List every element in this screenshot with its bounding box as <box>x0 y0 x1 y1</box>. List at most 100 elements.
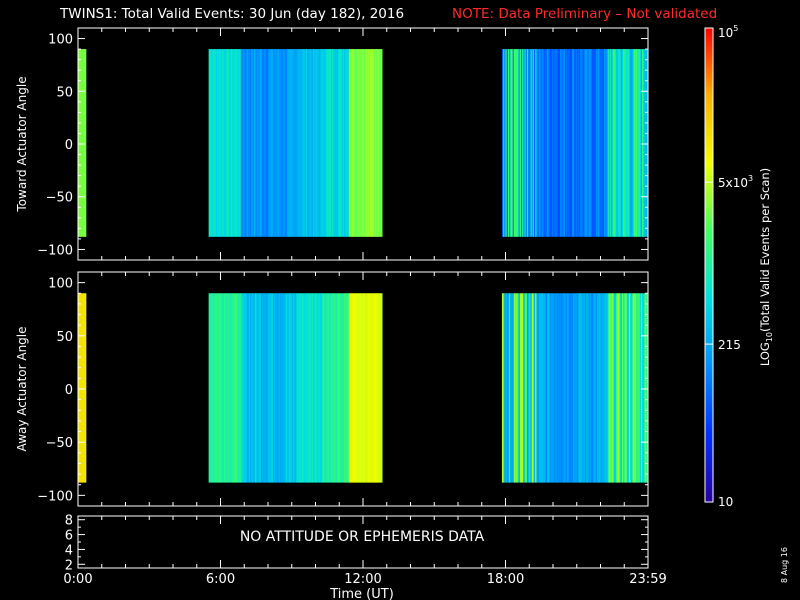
heatmap-column <box>342 293 345 483</box>
heatmap-column <box>620 293 623 483</box>
heatmap-column <box>345 49 347 237</box>
heatmap-column <box>339 49 341 237</box>
heatmap-column <box>326 49 328 237</box>
heatmap-column <box>226 293 229 483</box>
heatmap-column <box>81 293 84 483</box>
heatmap-column <box>523 49 525 237</box>
heatmap-column <box>313 293 315 483</box>
heatmap-column <box>615 49 618 237</box>
heatmap-column <box>506 293 509 483</box>
heatmap-column <box>341 49 344 237</box>
heatmap-column <box>525 49 528 237</box>
heatmap-column <box>596 49 599 237</box>
heatmap-column <box>554 293 556 483</box>
heatmap-column <box>296 49 299 237</box>
y-tick-label: 2 <box>65 558 73 573</box>
heatmap-column <box>209 49 212 237</box>
heatmap-column <box>555 293 558 483</box>
heatmap-column <box>582 49 585 237</box>
heatmap-column <box>611 293 613 483</box>
heatmap-column <box>626 49 629 237</box>
heatmap-column <box>631 49 634 237</box>
heatmap-column <box>355 293 358 483</box>
heatmap-column <box>216 49 219 237</box>
heatmap-column <box>541 49 543 237</box>
heatmap-column <box>610 49 612 237</box>
colorbar-label-suffix: (Total Valid Events per Scan) <box>758 168 772 332</box>
heatmap-column <box>332 293 334 483</box>
heatmap-column <box>243 49 245 237</box>
heatmap-column <box>583 49 586 237</box>
heatmap-column <box>224 49 226 237</box>
colorbar-label-prefix: LOG <box>758 342 772 366</box>
heatmap-column <box>294 49 296 237</box>
heatmap-column <box>592 49 594 237</box>
heatmap-column <box>349 49 352 237</box>
heatmap-column <box>240 293 243 483</box>
heatmap-column <box>221 293 224 483</box>
heatmap-column <box>329 293 332 483</box>
heatmap-column <box>346 293 349 483</box>
heatmap-column <box>234 293 237 483</box>
heatmap-column <box>360 49 363 237</box>
heatmap-column <box>569 49 572 237</box>
chart-title: TWINS1: Total Valid Events: 30 Jun (day … <box>0 6 800 26</box>
heatmap-column <box>347 49 350 237</box>
heatmap-column <box>606 49 609 237</box>
heatmap-column <box>560 49 562 237</box>
heatmap-column <box>503 293 505 483</box>
heatmap-column <box>511 49 514 237</box>
heatmap-column <box>233 49 236 237</box>
heatmap-column <box>214 49 217 237</box>
heatmap-column <box>83 293 86 483</box>
heatmap-column <box>600 49 603 237</box>
heatmap-column <box>310 293 313 483</box>
heatmap-column <box>553 49 555 237</box>
heatmap-column <box>316 293 319 483</box>
heatmap-column <box>543 293 546 483</box>
heatmap-column <box>282 293 284 483</box>
heatmap-column <box>579 293 581 483</box>
heatmap-column <box>612 49 615 237</box>
heatmap-column <box>629 49 631 237</box>
heatmap-column <box>511 293 514 483</box>
heatmap-column <box>503 49 505 237</box>
heatmap-column <box>526 49 529 237</box>
heatmap-column <box>534 293 536 483</box>
heatmap-column <box>265 293 268 483</box>
heatmap-column <box>595 49 598 237</box>
heatmap-column <box>308 293 311 483</box>
heatmap-column <box>602 49 605 237</box>
heatmap-column <box>624 293 626 483</box>
heatmap-column <box>507 293 510 483</box>
heatmap-column <box>344 293 346 483</box>
heatmap-column <box>364 49 366 237</box>
heatmap-column <box>241 49 244 237</box>
heatmap-column <box>547 293 549 483</box>
heatmap-column <box>589 49 592 237</box>
heatmap-column <box>365 49 368 237</box>
heatmap-column <box>569 293 572 483</box>
heatmap-column <box>213 293 216 483</box>
heatmap-column <box>520 49 523 237</box>
heatmap-column <box>220 293 223 483</box>
heatmap-column <box>567 49 569 237</box>
heatmap-column <box>317 293 320 483</box>
heatmap-column <box>357 293 359 483</box>
heatmap-block <box>208 293 383 483</box>
heatmap-column <box>80 49 83 237</box>
heatmap-column <box>530 293 533 483</box>
heatmap-column <box>366 49 369 237</box>
heatmap-column <box>264 293 267 483</box>
heatmap-column <box>513 49 516 237</box>
heatmap-column <box>239 49 242 237</box>
heatmap-column <box>358 49 360 237</box>
heatmap-column <box>330 293 333 483</box>
colorbar-tick-exponent: 5 <box>733 24 738 33</box>
heatmap-column <box>315 293 318 483</box>
heatmap-column <box>596 293 599 483</box>
heatmap-column <box>631 293 634 483</box>
heatmap-column <box>245 49 248 237</box>
heatmap-column <box>535 49 537 237</box>
heatmap-column <box>643 49 645 237</box>
